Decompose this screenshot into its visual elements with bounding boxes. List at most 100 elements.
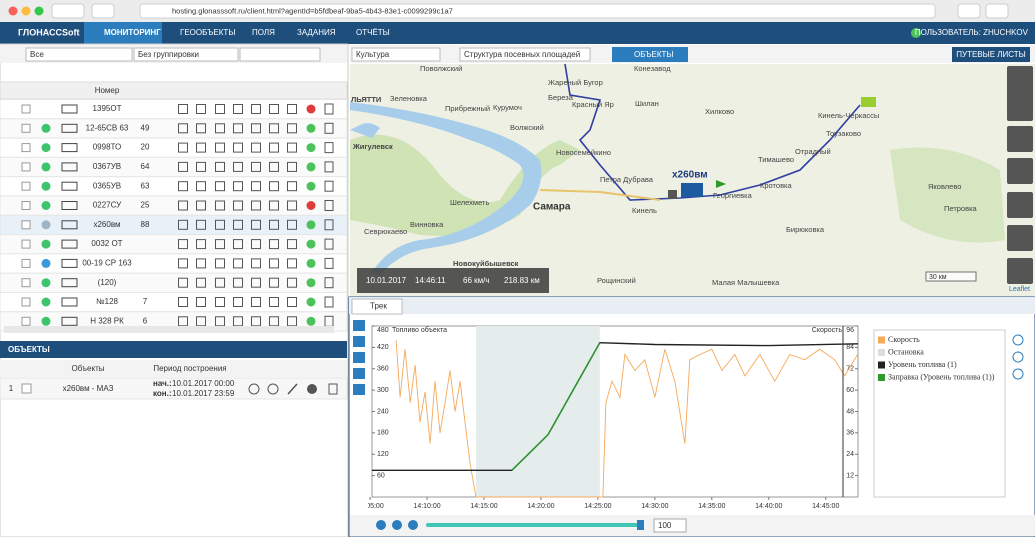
checkbox[interactable] xyxy=(21,383,32,394)
sidebar-button[interactable] xyxy=(91,3,115,19)
refresh[interactable] xyxy=(248,383,260,395)
active-tab[interactable] xyxy=(84,22,162,44)
row[interactable] xyxy=(0,292,348,313)
route-control[interactable] xyxy=(1007,192,1033,218)
row-action[interactable] xyxy=(233,277,243,288)
minimize[interactable] xyxy=(21,6,31,16)
pause[interactable] xyxy=(392,520,402,530)
layer-select[interactable] xyxy=(351,47,441,62)
row-action[interactable] xyxy=(269,142,279,153)
row-action[interactable] xyxy=(287,297,297,307)
row[interactable] xyxy=(0,253,348,274)
chart-tool[interactable] xyxy=(1012,368,1024,380)
row-action[interactable] xyxy=(233,219,243,230)
user[interactable]: ПОЛЬЗОВАТЕЛЬ: ZHUCHKOV xyxy=(915,28,1029,37)
row-action[interactable] xyxy=(287,239,297,250)
document[interactable] xyxy=(324,296,334,308)
row-action[interactable] xyxy=(196,316,206,327)
zoom-control[interactable] xyxy=(1007,66,1033,121)
row-action[interactable] xyxy=(269,239,279,250)
object-row[interactable] xyxy=(0,377,348,400)
row-action[interactable] xyxy=(251,142,261,153)
slider[interactable] xyxy=(426,523,644,527)
weather-control[interactable] xyxy=(1007,225,1033,251)
objects-button[interactable] xyxy=(612,47,688,62)
row-action[interactable] xyxy=(215,297,225,307)
row-action[interactable] xyxy=(215,142,225,153)
row[interactable] xyxy=(0,137,348,158)
row-action[interactable] xyxy=(196,219,206,230)
row[interactable] xyxy=(0,195,348,216)
row-action[interactable] xyxy=(287,161,297,172)
group-select[interactable] xyxy=(133,47,239,62)
document[interactable] xyxy=(324,122,334,134)
checkbox[interactable] xyxy=(21,181,31,191)
play[interactable] xyxy=(376,520,386,530)
checkbox[interactable] xyxy=(21,104,31,114)
pie[interactable] xyxy=(307,384,317,394)
row-action[interactable] xyxy=(178,123,188,134)
row-action[interactable] xyxy=(269,123,279,134)
row-action[interactable] xyxy=(178,297,188,307)
row-action[interactable] xyxy=(215,161,225,172)
checkbox[interactable] xyxy=(21,239,31,249)
row-action[interactable] xyxy=(215,277,225,288)
nav-buttons[interactable] xyxy=(51,3,85,19)
row-action[interactable] xyxy=(233,239,243,250)
row-action[interactable] xyxy=(215,123,225,134)
row-action[interactable] xyxy=(215,181,225,192)
row-action[interactable] xyxy=(269,316,279,327)
tool[interactable] xyxy=(353,320,365,331)
layers-control[interactable] xyxy=(1007,158,1033,184)
document[interactable] xyxy=(324,103,334,115)
row-action[interactable] xyxy=(287,200,297,211)
row-action[interactable] xyxy=(269,277,279,288)
checkbox[interactable] xyxy=(21,297,31,307)
row[interactable] xyxy=(0,272,348,294)
document[interactable] xyxy=(324,200,334,211)
row-action[interactable] xyxy=(196,239,206,250)
tool[interactable] xyxy=(353,352,365,363)
row-action[interactable] xyxy=(178,104,188,114)
document[interactable] xyxy=(324,180,334,192)
nav-item[interactable]: ГЕООБЪЕКТЫ xyxy=(180,28,235,37)
row-action[interactable] xyxy=(251,181,261,192)
document[interactable] xyxy=(324,277,334,289)
search[interactable] xyxy=(239,47,321,62)
row-action[interactable] xyxy=(196,104,206,114)
row-action[interactable] xyxy=(196,181,206,192)
chart-tool[interactable] xyxy=(1012,334,1024,346)
row-action[interactable] xyxy=(178,142,188,153)
row-action[interactable] xyxy=(215,104,225,114)
row-action[interactable] xyxy=(251,200,261,211)
row-action[interactable] xyxy=(196,123,206,134)
row-action[interactable] xyxy=(233,123,243,134)
row-action[interactable] xyxy=(215,258,225,269)
row-action[interactable] xyxy=(287,316,297,327)
row[interactable] xyxy=(0,156,348,178)
row-action[interactable] xyxy=(287,104,297,114)
waybills-button[interactable] xyxy=(952,47,1030,62)
row-action[interactable] xyxy=(233,200,243,211)
checkbox[interactable] xyxy=(21,220,31,230)
row[interactable] xyxy=(0,176,348,197)
row-action[interactable] xyxy=(287,277,297,288)
row-action[interactable] xyxy=(233,258,243,269)
row-action[interactable] xyxy=(269,181,279,192)
row-action[interactable] xyxy=(233,297,243,307)
checkbox[interactable] xyxy=(21,316,31,326)
checkbox[interactable] xyxy=(21,278,31,288)
row-action[interactable] xyxy=(196,161,206,172)
nav-item[interactable]: ЗАДАНИЯ xyxy=(297,28,336,37)
checkbox[interactable] xyxy=(21,123,31,133)
row-action[interactable] xyxy=(196,277,206,288)
delete[interactable] xyxy=(328,383,338,395)
ruler-control[interactable] xyxy=(1007,258,1033,284)
row-action[interactable] xyxy=(251,123,261,134)
row-action[interactable] xyxy=(178,200,188,211)
row-action[interactable] xyxy=(287,258,297,269)
attribution[interactable]: Leaflet xyxy=(1009,286,1030,293)
row-action[interactable] xyxy=(196,200,206,211)
filter-select[interactable] xyxy=(25,47,133,62)
nav-item[interactable]: ОТЧЁТЫ xyxy=(356,28,390,37)
